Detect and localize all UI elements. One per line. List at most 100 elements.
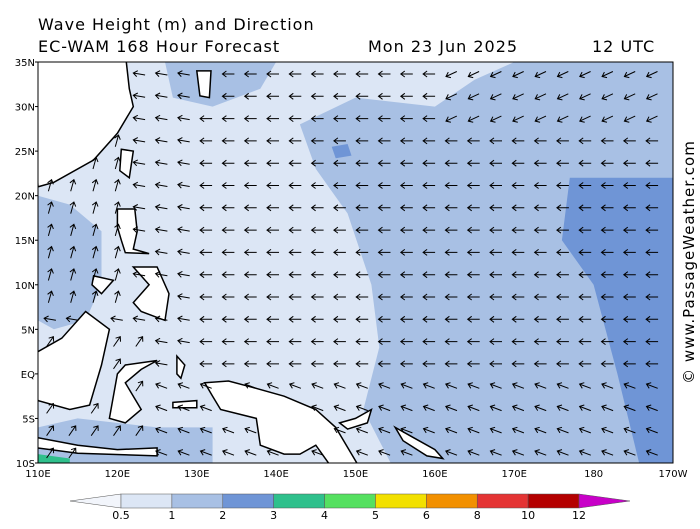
wave-arrow [489,404,502,412]
wave-arrow [600,137,614,145]
wave-arrow [578,338,592,345]
wave-arrow [132,137,146,144]
wave-arrow [154,137,168,144]
wave-arrow [533,204,547,212]
wave-arrow [466,338,480,345]
wave-arrow [266,249,279,256]
wave-arrow [489,271,502,279]
wave-arrow [399,271,413,279]
wave-arrow [221,137,235,145]
wave-arrow [266,226,279,234]
wave-arrow [310,293,324,301]
direction-arrows [43,70,659,459]
wave-arrow [622,137,636,145]
wave-arrow [311,404,324,412]
wave-arrow [221,293,235,301]
wave-arrow [623,426,636,434]
wave-arrow [132,315,146,323]
wave-arrow [266,338,279,345]
wave-arrow [155,382,168,389]
wave-arrow [266,360,279,368]
wave-arrow [154,159,168,167]
title: Wave Height (m) and Direction [38,15,315,34]
wave-arrow [244,382,257,389]
wave-arrow [645,426,658,434]
wave-arrow [489,426,502,434]
wave-arrow [310,360,324,368]
wave-arrow [645,404,658,412]
wave-arrow [90,425,99,436]
credit: © www.PassageWeather.com [680,140,698,384]
wave-arrow [399,315,413,323]
wave-arrow [645,204,659,212]
land [195,70,212,99]
wave-arrow [154,70,168,77]
wave-arrow [399,226,413,234]
wave-arrow [556,449,569,456]
wave-arrow [489,71,502,79]
wave-arrow [132,226,146,234]
wave-arrow [199,137,213,145]
wave-arrow [445,115,458,123]
wave-arrow [578,315,592,323]
wave-arrow [399,70,413,78]
wave-arrow [533,293,547,301]
wave-arrow [377,182,391,189]
wave-arrow [534,382,547,389]
wave-arrow [199,115,213,122]
wave-arrow [113,425,121,436]
wave-arrow [288,249,302,256]
wave-arrow [622,293,636,301]
wave-arrow [310,271,324,279]
wave-arrow [578,382,591,389]
wave-arrow [489,293,502,301]
wave-arrow [199,338,213,345]
wave-arrow [466,204,480,212]
wave-arrow [243,70,257,78]
colorbar-segment [527,493,580,509]
wave-arrow [69,178,77,192]
wave-arrow [154,360,168,367]
wave-arrow [65,315,79,323]
wave-arrow [199,315,213,323]
wave-arrow [422,360,436,368]
wave-arrow [400,449,413,456]
wave-arrow [288,293,302,301]
wave-arrow [221,182,235,189]
wave-arrow [399,204,413,212]
wave-arrow [556,382,569,389]
wave-arrow [333,426,346,434]
wave-arrow [288,226,302,234]
wave-arrow [422,70,436,78]
wave-arrow [243,159,257,167]
wave-arrow [489,249,502,256]
wave-arrow [243,338,257,345]
wave-arrow [177,337,190,345]
wave-arrow [154,315,168,323]
wave-arrow [645,360,659,368]
wave-arrow [444,360,458,368]
forecast-date: Mon 23 Jun 2025 [368,37,518,56]
wave-zone-high [561,177,673,463]
wave-arrow [333,159,346,167]
wave-arrow [221,92,235,100]
wave-arrow [310,249,324,256]
wave-arrow [600,315,614,323]
wave-arrow [47,245,54,259]
wave-arrow [155,449,168,456]
wave-arrow [221,271,235,279]
wave-arrow [333,271,346,279]
wave-arrow [422,404,435,412]
wave-arrow [378,449,391,456]
wave-arrow [132,181,146,189]
lon-label: 170E [502,469,527,480]
wave-arrow [578,226,592,234]
wave-arrow [489,382,502,389]
wave-arrow [199,360,213,368]
wave-arrow [600,159,614,167]
lon-label: 150E [343,469,368,480]
wave-arrow [622,338,636,345]
wave-arrow [511,226,525,234]
colorbar-segment [476,493,529,509]
